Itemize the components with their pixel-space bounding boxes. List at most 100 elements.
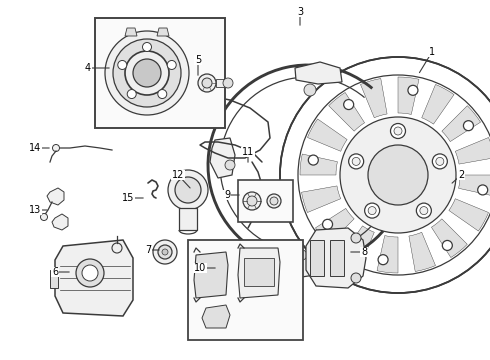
Polygon shape <box>55 240 133 316</box>
Wedge shape <box>361 78 387 118</box>
Polygon shape <box>238 248 280 298</box>
Circle shape <box>143 42 151 51</box>
Bar <box>244 258 274 286</box>
Circle shape <box>160 100 170 110</box>
Circle shape <box>416 203 431 218</box>
Circle shape <box>158 90 167 99</box>
Circle shape <box>153 240 177 264</box>
Wedge shape <box>431 219 467 257</box>
Text: 14: 14 <box>29 143 41 153</box>
Circle shape <box>162 249 168 255</box>
Circle shape <box>168 170 208 210</box>
Wedge shape <box>422 85 454 124</box>
Circle shape <box>420 207 428 215</box>
Polygon shape <box>157 28 169 36</box>
Circle shape <box>158 245 172 259</box>
Circle shape <box>408 85 418 95</box>
Circle shape <box>442 240 452 251</box>
Bar <box>188 240 303 340</box>
Text: 10: 10 <box>194 263 206 273</box>
Polygon shape <box>194 252 228 298</box>
Polygon shape <box>210 138 235 178</box>
Polygon shape <box>202 305 230 328</box>
Polygon shape <box>52 214 68 230</box>
Circle shape <box>368 207 376 215</box>
Circle shape <box>270 197 278 205</box>
Text: 1: 1 <box>429 47 435 57</box>
Circle shape <box>304 84 316 96</box>
Text: 7: 7 <box>145 245 151 255</box>
Circle shape <box>280 57 490 293</box>
Wedge shape <box>398 77 419 114</box>
Circle shape <box>464 121 473 131</box>
Wedge shape <box>377 235 398 273</box>
Bar <box>216 79 228 87</box>
Circle shape <box>112 243 122 253</box>
Circle shape <box>351 233 361 243</box>
Bar <box>50 270 58 288</box>
Circle shape <box>198 74 216 92</box>
Polygon shape <box>125 28 137 36</box>
Text: 15: 15 <box>122 193 134 203</box>
Circle shape <box>436 157 444 165</box>
Polygon shape <box>295 62 342 84</box>
Circle shape <box>349 154 364 169</box>
Circle shape <box>202 78 212 88</box>
Circle shape <box>351 273 361 283</box>
Circle shape <box>394 127 402 135</box>
Circle shape <box>125 51 169 95</box>
Bar <box>310 240 324 276</box>
Text: 13: 13 <box>29 205 41 215</box>
Circle shape <box>297 250 307 260</box>
Circle shape <box>76 259 104 287</box>
Circle shape <box>175 177 201 203</box>
Circle shape <box>391 123 406 139</box>
Circle shape <box>478 185 488 195</box>
Bar <box>95 18 225 128</box>
Wedge shape <box>459 175 490 196</box>
Circle shape <box>82 265 98 281</box>
Wedge shape <box>409 232 436 271</box>
Text: 2: 2 <box>458 170 464 180</box>
Circle shape <box>133 59 161 87</box>
Circle shape <box>352 157 360 165</box>
Circle shape <box>343 100 354 109</box>
Circle shape <box>225 160 235 170</box>
Bar <box>330 240 344 276</box>
Circle shape <box>118 60 127 69</box>
Circle shape <box>223 78 233 88</box>
Wedge shape <box>307 119 347 151</box>
Wedge shape <box>449 199 489 231</box>
Wedge shape <box>442 106 481 141</box>
Circle shape <box>365 203 380 218</box>
Circle shape <box>113 39 181 107</box>
Text: 9: 9 <box>224 190 230 200</box>
Bar <box>179 208 197 230</box>
Wedge shape <box>329 93 365 131</box>
Circle shape <box>247 196 257 206</box>
Circle shape <box>340 117 456 233</box>
Circle shape <box>432 154 447 169</box>
Text: 4: 4 <box>85 63 91 73</box>
Circle shape <box>52 144 59 152</box>
Circle shape <box>378 255 388 265</box>
Wedge shape <box>342 226 374 266</box>
Circle shape <box>105 31 189 115</box>
Wedge shape <box>301 186 341 212</box>
Polygon shape <box>306 228 366 288</box>
Circle shape <box>322 219 333 229</box>
Text: 3: 3 <box>297 7 303 17</box>
Bar <box>238 180 293 222</box>
Circle shape <box>127 90 136 99</box>
Text: 12: 12 <box>172 170 184 180</box>
Circle shape <box>167 60 176 69</box>
Circle shape <box>267 194 281 208</box>
Text: 6: 6 <box>52 267 58 277</box>
Circle shape <box>243 192 261 210</box>
Circle shape <box>368 145 428 205</box>
Circle shape <box>308 155 318 165</box>
Polygon shape <box>268 248 318 278</box>
Wedge shape <box>316 208 354 244</box>
Wedge shape <box>300 154 338 175</box>
Circle shape <box>41 213 48 220</box>
